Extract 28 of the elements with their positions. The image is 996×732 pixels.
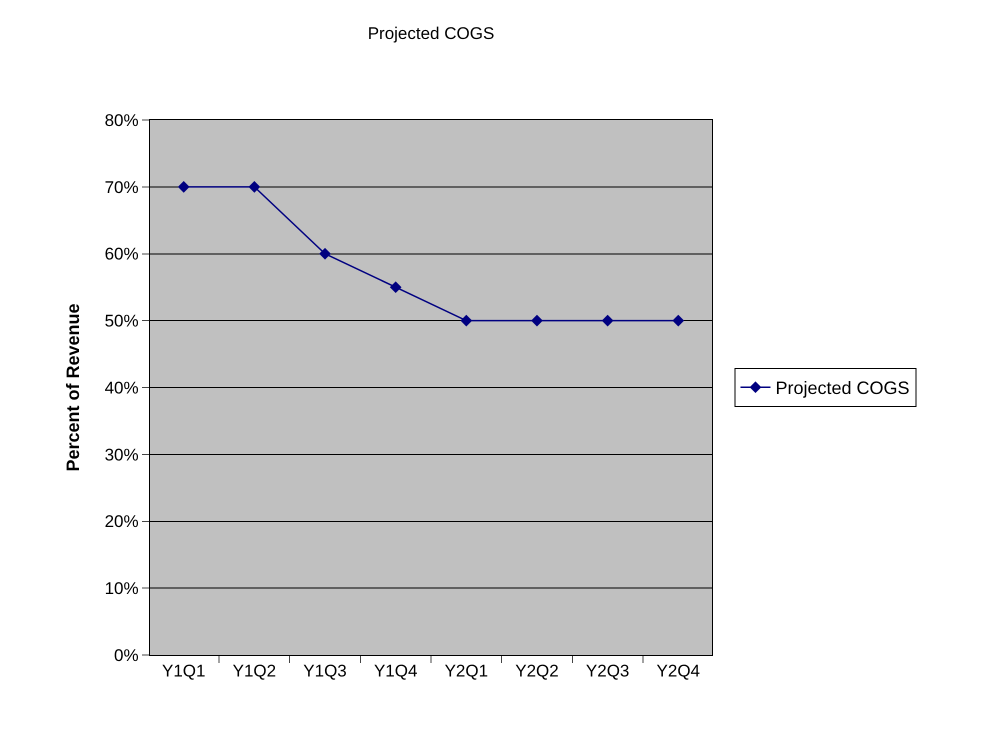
- y-tick-label: 70%: [104, 178, 139, 197]
- y-tick-label: 0%: [114, 646, 139, 665]
- point: [460, 314, 472, 326]
- x-tick-label: Y1Q4: [374, 661, 418, 680]
- x-tick-label: Y2Q2: [515, 661, 559, 680]
- y-tick-label: 40%: [104, 378, 139, 398]
- point: [248, 181, 260, 193]
- point: [178, 181, 190, 193]
- y-tick-label: 50%: [104, 312, 139, 331]
- x-tick-label: Y1Q1: [162, 661, 206, 680]
- x-tick-label: Y2Q1: [444, 661, 488, 680]
- x-tick-label: Y2Q3: [586, 661, 630, 680]
- y-axis-title: Percent of Revenue: [62, 303, 83, 472]
- x-tick-label: Y1Q3: [303, 661, 347, 680]
- y-tick-label: 10%: [104, 579, 139, 598]
- point: [672, 314, 684, 326]
- point: [602, 314, 614, 326]
- y-tick-label: 80%: [104, 110, 139, 130]
- x-tick-label: Y1Q2: [232, 661, 276, 680]
- y-tick-label: 20%: [104, 512, 139, 532]
- point: [319, 248, 331, 260]
- chart-title: Projected COGS: [368, 24, 494, 43]
- x-tick-label: Y2Q4: [656, 661, 700, 680]
- point: [531, 314, 543, 326]
- legend-label: Projected COGS: [775, 378, 910, 398]
- point: [390, 281, 402, 294]
- y-tick-label: 60%: [104, 244, 139, 264]
- y-tick-label: 30%: [104, 445, 139, 464]
